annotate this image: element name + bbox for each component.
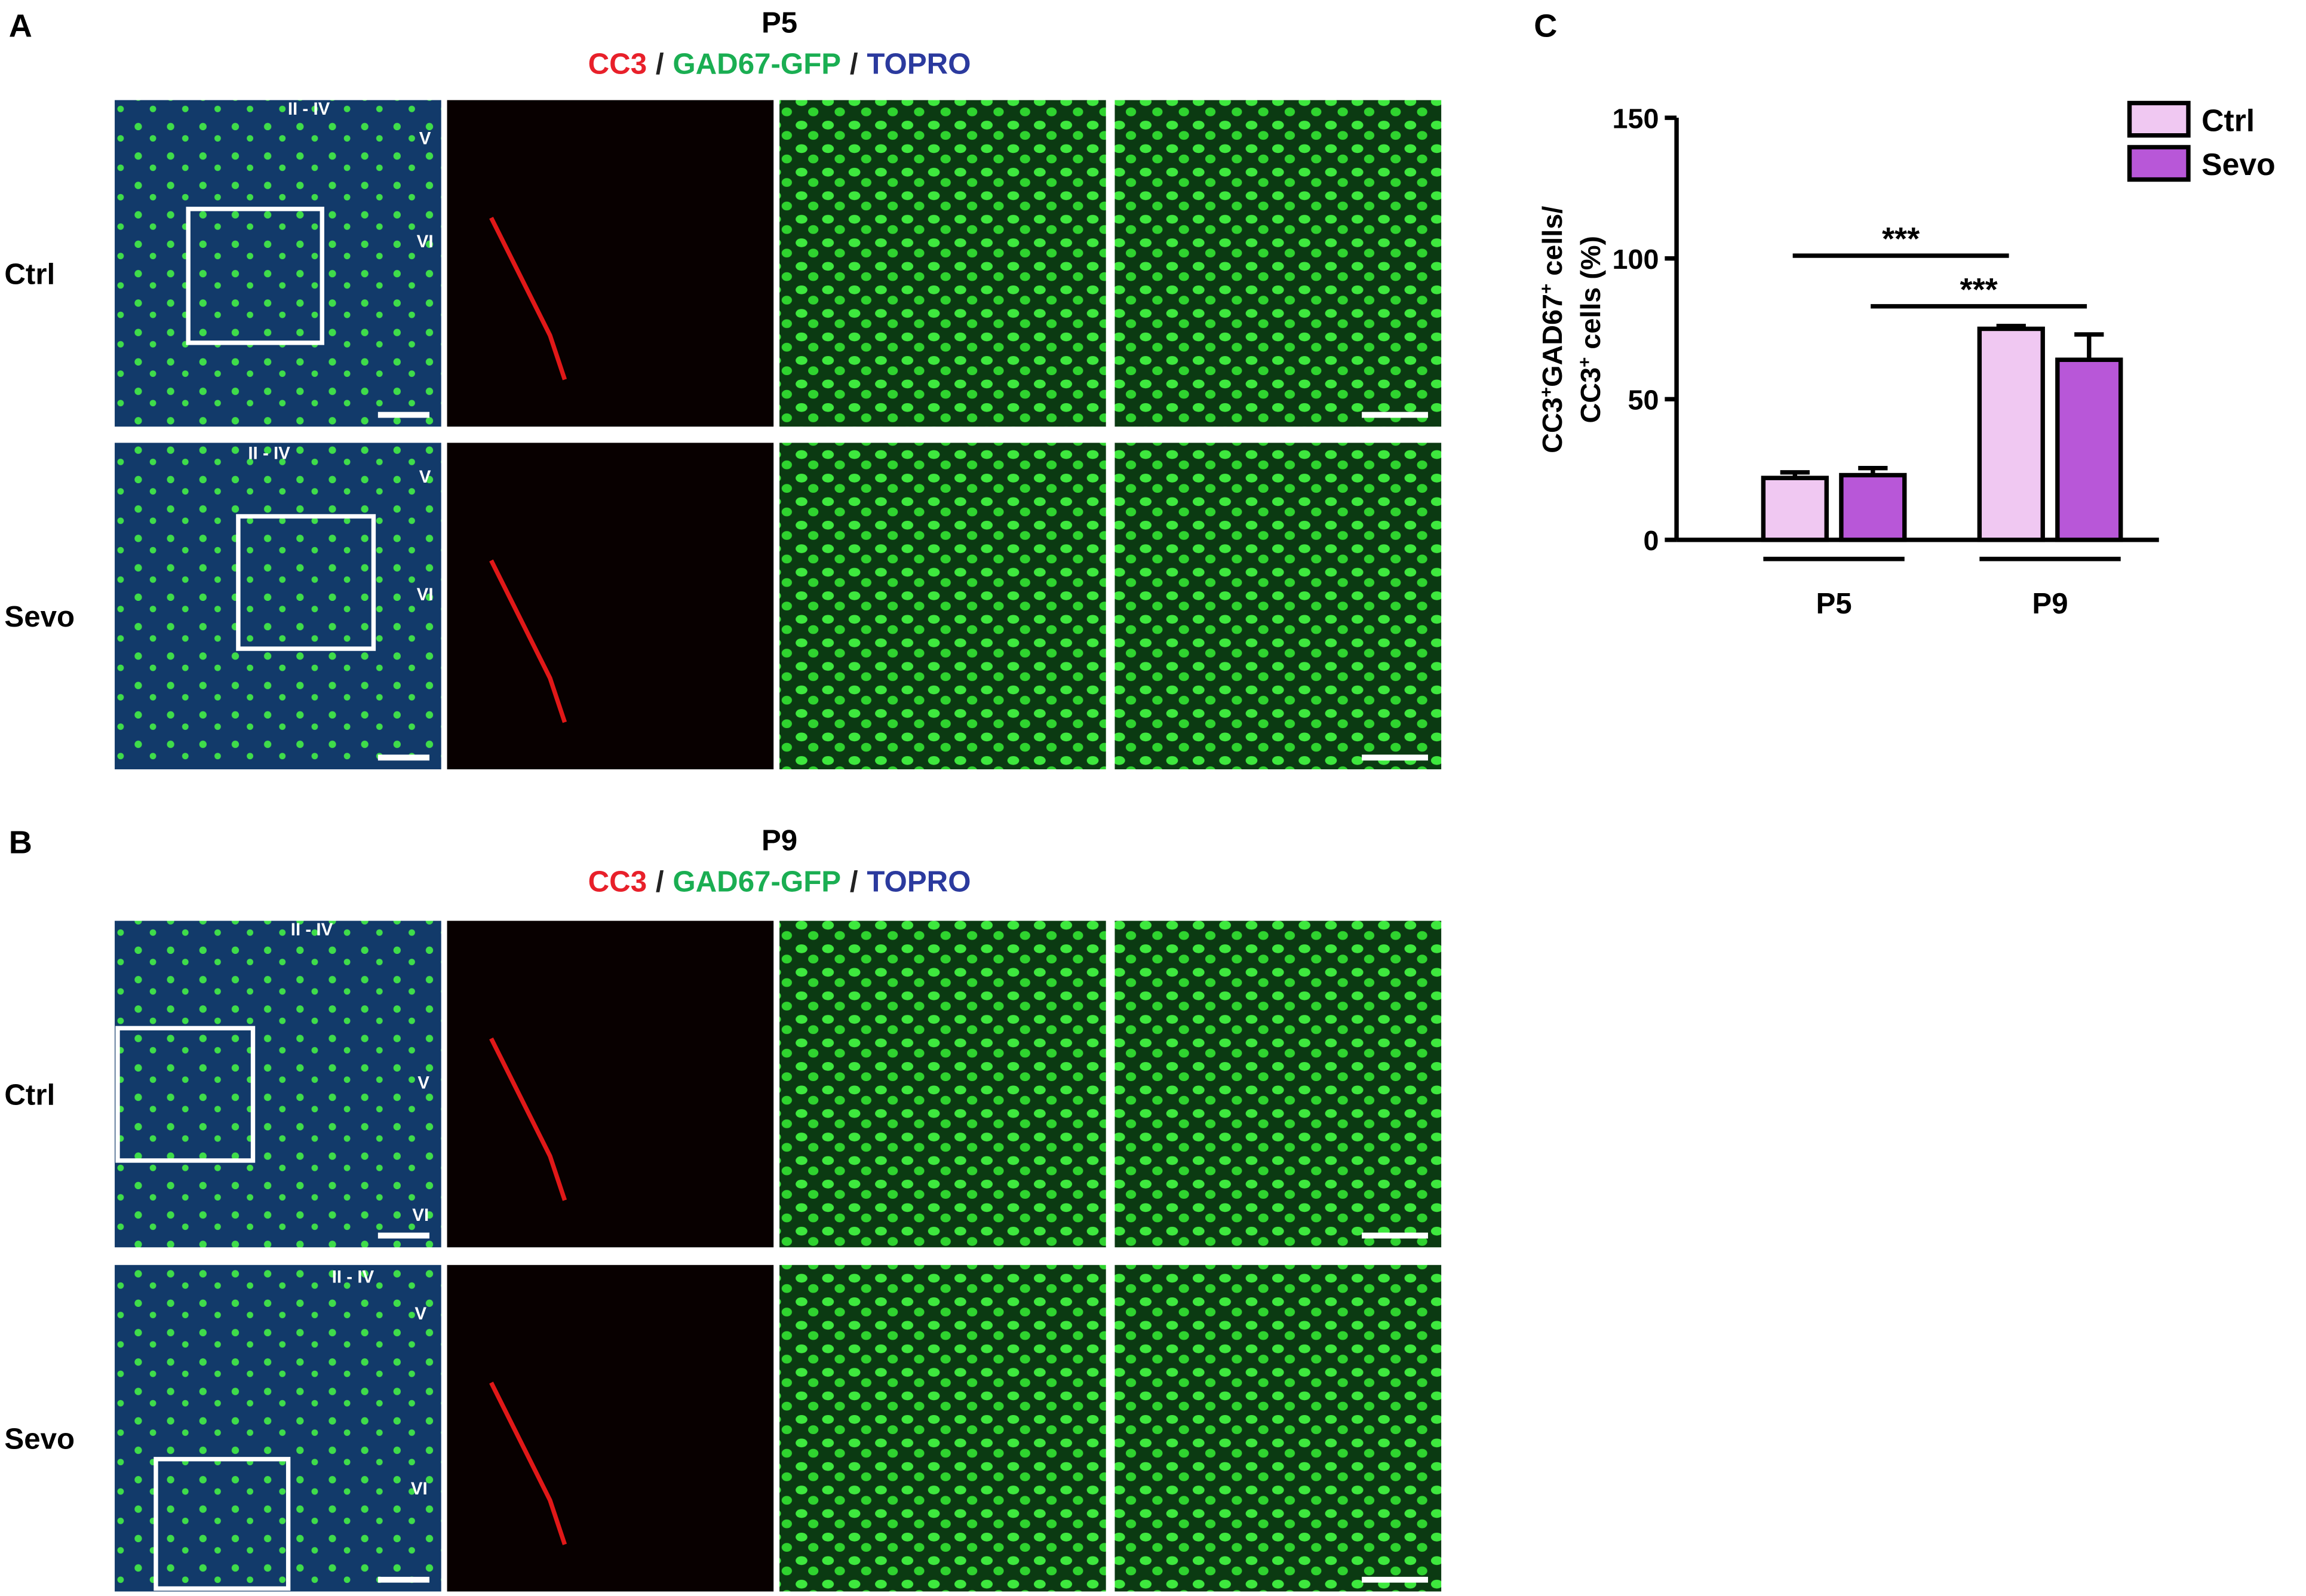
x-tick-label: P5	[1816, 587, 1851, 620]
micrograph	[447, 443, 774, 769]
row-label: Sevo	[4, 600, 75, 633]
stain-label: GAD67-GFP	[673, 865, 841, 898]
micrograph	[115, 920, 441, 1248]
row-label: Ctrl	[4, 257, 55, 290]
cc3-cell	[489, 216, 567, 380]
y-tick-label: 100	[1613, 244, 1659, 275]
legend-swatch	[2127, 145, 2191, 182]
micrograph	[779, 1264, 1106, 1592]
row-label: Sevo	[4, 1423, 75, 1456]
cc3-cell	[489, 1037, 567, 1201]
y-axis-label-part: +	[1537, 387, 1556, 397]
layer-label: V	[419, 128, 431, 148]
y-axis-label-part: +	[1575, 357, 1595, 367]
significance-label: ***	[1882, 221, 1920, 257]
row-label: Ctrl	[4, 1078, 55, 1111]
panel-title: P5	[761, 6, 797, 39]
inset-box	[236, 514, 376, 651]
micrograph	[779, 443, 1106, 769]
y-axis-label: CC3+ cells (%)	[1575, 236, 1607, 423]
bar	[2055, 357, 2123, 542]
y-axis-label: CC3+GAD67+ cells/	[1537, 206, 1568, 453]
stain-legend: CC3 / GAD67-GFP / TOPRO	[588, 47, 971, 80]
stain-label: /	[656, 865, 664, 898]
micrograph	[115, 443, 441, 769]
stain-label: CC3	[588, 47, 647, 80]
layer-label: II - IV	[248, 443, 290, 463]
layer-label: VI	[417, 232, 434, 251]
layer-label: VI	[412, 1205, 429, 1225]
y-tick-label: 0	[1644, 525, 1659, 556]
stain-label: CC3	[588, 865, 647, 898]
stain-label: /	[850, 47, 858, 80]
y-axis-label-part: GAD67	[1537, 294, 1568, 387]
micrograph	[115, 1264, 441, 1592]
cc3-cell	[489, 559, 567, 723]
micrograph	[779, 920, 1106, 1248]
legend-label: Ctrl	[2201, 103, 2255, 137]
micrograph	[1114, 443, 1442, 769]
significance-label: ***	[1960, 272, 1998, 308]
y-tick-label: 150	[1613, 103, 1659, 134]
micrograph	[1114, 100, 1442, 427]
legend-label: Sevo	[2201, 147, 2276, 182]
layer-label: II - IV	[291, 920, 333, 940]
micrograph	[447, 920, 774, 1248]
bar	[1839, 472, 1907, 542]
y-axis-label-part: CC3	[1575, 367, 1606, 423]
micrograph	[779, 100, 1106, 427]
x-tick-label: P9	[2032, 587, 2068, 620]
layer-label: II - IV	[332, 1267, 374, 1287]
layer-label: V	[414, 1304, 426, 1324]
panel-letter: C	[1534, 8, 1557, 44]
panel-title: P9	[761, 824, 797, 857]
stain-label: TOPRO	[867, 47, 971, 80]
stain-legend: CC3 / GAD67-GFP / TOPRO	[588, 865, 971, 898]
layer-label: II - IV	[288, 99, 330, 119]
stain-label: /	[850, 865, 858, 898]
panel-letter: B	[9, 824, 32, 860]
micrograph	[1114, 920, 1442, 1248]
inset-box	[186, 207, 324, 345]
inset-box	[153, 1457, 291, 1591]
bar	[1977, 326, 2045, 542]
y-axis-label-part: cells/	[1537, 206, 1568, 284]
cc3-cell	[489, 1382, 567, 1545]
stain-label: /	[656, 47, 664, 80]
stain-label: TOPRO	[867, 865, 971, 898]
layer-label: VI	[411, 1479, 428, 1499]
legend-swatch	[2127, 100, 2191, 138]
y-axis-label-part: +	[1537, 284, 1556, 294]
layer-label: V	[417, 1073, 429, 1092]
stain-label: GAD67-GFP	[673, 47, 841, 80]
inset-box	[115, 1026, 256, 1163]
y-tick-label: 50	[1628, 385, 1659, 416]
micrograph	[1114, 1264, 1442, 1592]
y-axis-label-part: cells (%)	[1575, 236, 1606, 357]
y-axis-label-part: CC3	[1537, 397, 1568, 453]
panel-letter: A	[9, 8, 32, 44]
layer-label: VI	[417, 585, 434, 604]
micrograph	[447, 100, 774, 427]
micrograph	[447, 1264, 774, 1592]
micrograph	[115, 100, 441, 427]
bar	[1761, 475, 1829, 542]
layer-label: V	[419, 467, 431, 487]
